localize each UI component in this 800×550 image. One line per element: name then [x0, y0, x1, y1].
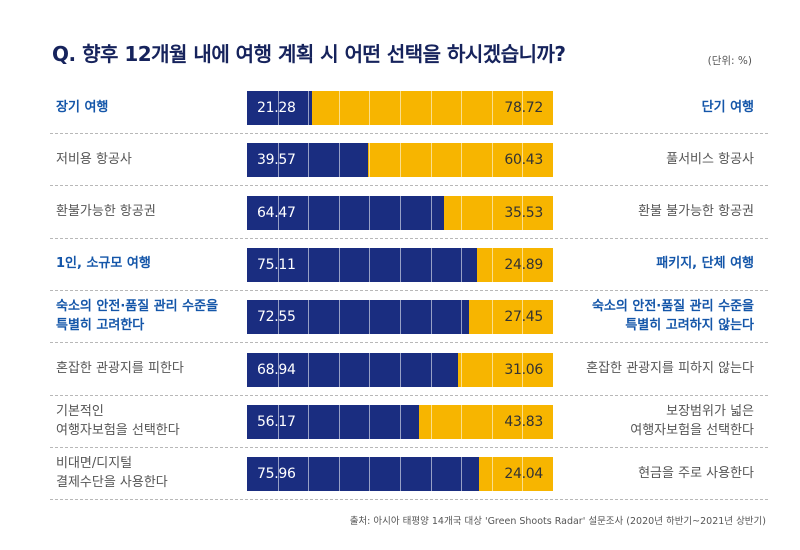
right-category-text: 풀서비스 항공사: [666, 151, 754, 167]
bar-segment-right: [476, 247, 553, 282]
right-category-label: 단기 여행: [569, 82, 754, 134]
value-label-right: 78.72: [504, 100, 543, 116]
unit-label: (단위: %): [707, 55, 752, 67]
stacked-bar: 39.57 60.43: [247, 143, 553, 178]
right-category-text: 숙소의 안전·품질 관리 수준을 특별히 고려하지 않는다: [591, 299, 754, 334]
bar-segment-left: [247, 143, 369, 178]
right-category-text: 혼잡한 관광지를 피하지 않는다: [586, 361, 754, 377]
bar-segment-right: [457, 352, 553, 387]
right-category-text: 보장범위가 넓은 여행자보험을 선택한다: [630, 403, 754, 438]
value-label-left: 64.47: [257, 204, 296, 221]
chart-row: 혼잡한 관광지를 피한다 68.94 31.06 혼잡한 관광지를 피하지 않는다: [50, 344, 768, 396]
left-category-text: 기본적인 여행자보험을 선택한다: [56, 403, 180, 438]
bar-segment-right: [469, 300, 553, 335]
right-category-label: 보장범위가 넓은 여행자보험을 선택한다: [569, 396, 754, 448]
bar-segment-left: [247, 247, 477, 282]
left-category-label: 환불가능한 항공권: [56, 187, 241, 239]
left-category-label: 기본적인 여행자보험을 선택한다: [56, 396, 241, 448]
value-label-left: 75.96: [257, 466, 296, 483]
chart-row: 환불가능한 항공권 64.47 35.53 환불 불가능한 항공권: [50, 187, 768, 239]
bar-segment-left: [247, 91, 313, 125]
chart-row: 비대면/디지털 결제수단을 사용한다 75.96 24.04 현금을 주로 사용한다: [50, 448, 768, 501]
stacked-bar: 75.96 24.04: [247, 457, 553, 492]
left-category-text: 장기 여행: [56, 99, 109, 115]
chart-row: 숙소의 안전·품질 관리 수준을 특별히 고려한다 72.55 27.45 숙소의 안…: [50, 291, 768, 344]
right-category-text: 환불 불가능한 항공권: [638, 204, 754, 220]
value-label-right: 24.04: [504, 466, 543, 483]
chart-title: Q. 향후 12개월 내에 여행 계획 시 어떤 선택을 하시겠습니까?: [52, 42, 566, 66]
left-category-text: 1인, 소규모 여행: [56, 256, 151, 272]
chart-row: 장기 여행 21.28 78.72 단기 여행: [50, 82, 768, 134]
source-note: 출처: 아시아 태평양 14개국 대상 'Green Shoots Radar'…: [349, 516, 766, 527]
left-category-label: 1인, 소규모 여행: [56, 239, 241, 291]
bar-segment-right: [479, 457, 553, 492]
bar-segment-left: [247, 300, 469, 335]
stacked-bar: 68.94 31.06: [247, 352, 553, 387]
right-category-label: 환불 불가능한 항공권: [569, 187, 754, 239]
value-label-left: 56.17: [257, 413, 296, 430]
right-category-label: 숙소의 안전·품질 관리 수준을 특별히 고려하지 않는다: [569, 291, 754, 343]
value-label-right: 43.83: [504, 413, 543, 430]
bar-segment-left: [247, 404, 419, 439]
left-category-text: 환불가능한 항공권: [56, 204, 156, 220]
chart-row: 저비용 항공사 39.57 60.43 풀서비스 항공사: [50, 134, 768, 187]
value-label-left: 72.55: [257, 309, 296, 326]
left-category-text: 숙소의 안전·품질 관리 수준을 특별히 고려한다: [56, 299, 219, 334]
value-label-left: 68.94: [257, 361, 296, 378]
chart-row: 1인, 소규모 여행 75.11 24.89 패키지, 단체 여행: [50, 239, 768, 291]
stacked-bar: 72.55 27.45: [247, 300, 553, 335]
bar-segment-left: [247, 195, 445, 230]
value-label-right: 35.53: [504, 204, 543, 221]
left-category-text: 혼잡한 관광지를 피한다: [56, 361, 184, 377]
value-label-left: 75.11: [257, 256, 296, 273]
stacked-bar: 64.47 35.53: [247, 195, 553, 230]
left-category-text: 저비용 항공사: [56, 151, 132, 167]
bar-segment-right: [418, 404, 553, 439]
right-category-text: 단기 여행: [701, 99, 754, 115]
right-category-label: 패키지, 단체 여행: [569, 239, 754, 291]
bar-segment-right: [444, 195, 553, 230]
bar-segment-left: [247, 457, 480, 492]
left-category-label: 저비용 항공사: [56, 134, 241, 186]
left-category-label: 숙소의 안전·품질 관리 수준을 특별히 고려한다: [56, 291, 241, 343]
right-category-label: 풀서비스 항공사: [569, 134, 754, 186]
stacked-bar: 56.17 43.83: [247, 404, 553, 439]
left-category-label: 비대면/디지털 결제수단을 사용한다: [56, 448, 241, 500]
value-label-right: 27.45: [504, 309, 543, 326]
chart-row: 기본적인 여행자보험을 선택한다 56.17 43.83 보장범위가 넓은 여행자보험…: [50, 396, 768, 448]
stacked-bar: 75.11 24.89: [247, 247, 553, 282]
right-category-text: 현금을 주로 사용한다: [638, 465, 754, 481]
value-label-right: 24.89: [504, 256, 543, 273]
value-label-left: 39.57: [257, 152, 296, 169]
bar-segment-right: [368, 143, 553, 178]
left-category-text: 비대면/디지털 결제수단을 사용한다: [56, 456, 168, 491]
value-label-left: 21.28: [257, 100, 296, 116]
right-category-label: 현금을 주로 사용한다: [569, 448, 754, 500]
value-label-right: 60.43: [504, 152, 543, 169]
left-category-label: 장기 여행: [56, 82, 241, 134]
value-label-right: 31.06: [504, 361, 543, 378]
right-category-label: 혼잡한 관광지를 피하지 않는다: [569, 344, 754, 396]
bar-segment-left: [247, 352, 458, 387]
bar-segment-right: [312, 91, 553, 125]
right-category-text: 패키지, 단체 여행: [656, 256, 754, 272]
left-category-label: 혼잡한 관광지를 피한다: [56, 344, 241, 396]
stacked-bar: 21.28 78.72: [247, 91, 553, 125]
